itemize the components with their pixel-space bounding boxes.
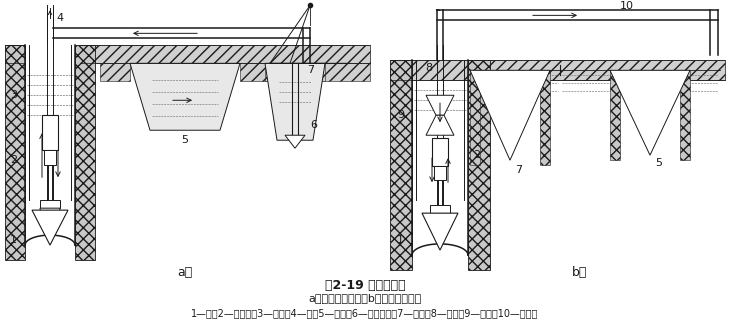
Text: b）: b） [572, 266, 588, 279]
Bar [470, 70, 480, 165]
Text: 10: 10 [620, 1, 634, 11]
Text: 1—头；2—水电钻；3—水管；4—杆；5—淀池；6—水泥浆泵；7—浆池；8—渣管；9—石泵；10—渣胶管: 1—头；2—水电钻；3—水管；4—杆；5—淀池；6—水泥浆泵；7—浆池；8—渣管… [191, 308, 539, 318]
Text: 7: 7 [307, 65, 314, 75]
Polygon shape [426, 115, 454, 135]
Text: 5: 5 [655, 158, 662, 168]
Polygon shape [130, 63, 240, 130]
Bar [390, 60, 725, 80]
Bar [5, 45, 25, 63]
Polygon shape [610, 70, 690, 155]
Text: 8: 8 [425, 63, 432, 73]
Bar [434, 166, 446, 180]
Bar [44, 150, 56, 165]
Text: 1: 1 [10, 235, 17, 245]
Text: 5: 5 [182, 135, 188, 145]
Text: 4: 4 [56, 13, 63, 23]
Text: 6: 6 [310, 120, 317, 130]
Polygon shape [32, 210, 68, 245]
Text: 图2-19 环排渣方式: 图2-19 环排渣方式 [325, 279, 405, 291]
Bar [80, 45, 370, 63]
Text: a）: a） [177, 266, 193, 279]
Polygon shape [422, 213, 458, 250]
Polygon shape [265, 63, 325, 140]
Bar [5, 45, 25, 260]
Text: 7: 7 [515, 165, 522, 175]
Polygon shape [40, 208, 60, 216]
Bar [540, 70, 550, 165]
Bar [100, 63, 130, 81]
Bar [432, 138, 448, 166]
Polygon shape [426, 95, 454, 115]
Bar [265, 63, 325, 81]
Polygon shape [285, 135, 305, 148]
Text: 2: 2 [10, 155, 17, 165]
Bar [75, 45, 95, 260]
Polygon shape [470, 70, 550, 160]
Text: 9: 9 [397, 110, 404, 120]
Text: 3: 3 [10, 90, 17, 100]
Bar [390, 60, 412, 270]
Bar [40, 200, 60, 208]
Bar [680, 70, 690, 160]
Bar [240, 63, 370, 81]
Text: 1: 1 [397, 235, 404, 245]
Bar [430, 205, 450, 213]
Bar [42, 115, 58, 150]
Bar [468, 60, 490, 270]
Bar [610, 70, 620, 160]
Text: 2: 2 [473, 150, 480, 160]
Text: a）正循环排渣法；b）反循环排渣法: a）正循环排渣法；b）反循环排渣法 [308, 293, 422, 303]
